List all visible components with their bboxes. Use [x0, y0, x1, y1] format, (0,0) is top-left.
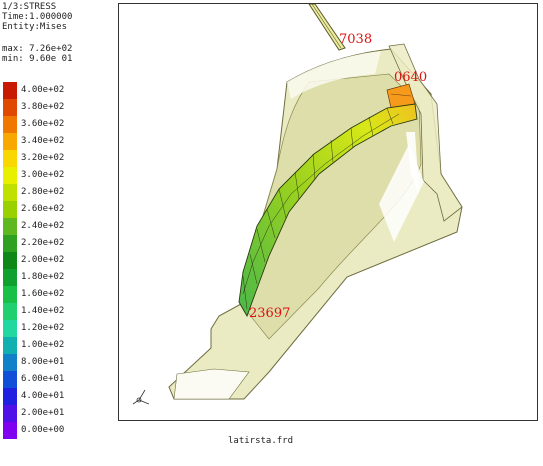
stress-band-mesh [242, 107, 400, 310]
legend-swatch [3, 337, 17, 354]
legend-label: 2.60e+02 [21, 204, 65, 214]
fem-model[interactable] [119, 4, 537, 420]
legend-swatch [3, 388, 17, 405]
file-caption: latirsta.frd [228, 436, 294, 446]
legend-swatch [3, 286, 17, 303]
legend-swatch [3, 422, 17, 439]
node-label-top: 7038 [339, 32, 373, 47]
legend-swatch [3, 133, 17, 150]
legend-label: 1.60e+02 [21, 289, 65, 299]
legend-label: 2.00e+02 [21, 255, 65, 265]
legend-swatch [3, 167, 17, 184]
info-min: min: 9.60e 01 [2, 54, 73, 64]
legend-label: 1.80e+02 [21, 272, 65, 282]
legend-swatch [3, 116, 17, 133]
info-entity: Entity:Mises [2, 22, 68, 32]
shell-highlight-right [406, 132, 419, 194]
legend-label: 3.40e+02 [21, 136, 65, 146]
legend-swatch [3, 82, 17, 99]
legend-label: 3.80e+02 [21, 102, 65, 112]
legend-swatch [3, 201, 17, 218]
legend-label: 2.40e+02 [21, 221, 65, 231]
legend-label: 4.00e+02 [21, 85, 65, 95]
legend-label: 2.20e+02 [21, 238, 65, 248]
legend-swatch [3, 184, 17, 201]
legend-swatch [3, 252, 17, 269]
legend-swatch [3, 303, 17, 320]
legend-label: 2.80e+02 [21, 187, 65, 197]
node-label-right: 0640 [394, 70, 428, 85]
node-label-bottom: 23697 [249, 306, 291, 321]
legend-label: 1.40e+02 [21, 306, 65, 316]
legend-swatch [3, 371, 17, 388]
shell-highlight-top [287, 51, 381, 99]
right-flange [388, 43, 463, 222]
axis-triad [132, 389, 150, 405]
legend-swatch [3, 269, 17, 286]
legend-swatch [3, 405, 17, 422]
legend-label: 4.00e+01 [21, 391, 65, 401]
legend-swatch [3, 354, 17, 371]
legend-label: 8.00e+01 [21, 357, 65, 367]
legend-swatch [3, 320, 17, 337]
legend-label: 1.20e+02 [21, 323, 65, 333]
info-max: max: 7.26e+02 [2, 44, 73, 54]
legend-label: 6.00e+01 [21, 374, 65, 384]
legend-label: 0.00e+00 [21, 425, 65, 435]
stress-band [238, 103, 418, 318]
legend-swatch [3, 150, 17, 167]
legend-label: 1.00e+02 [21, 340, 65, 350]
legend-swatch [3, 235, 17, 252]
legend-label: 3.00e+02 [21, 170, 65, 180]
shell-foot [173, 368, 250, 400]
info-time: Time:1.000000 [2, 12, 73, 22]
result-info: 1/3:STRESS Time:1.000000 Entity:Mises ma… [2, 2, 72, 64]
legend-swatch [3, 99, 17, 116]
legend-label: 3.60e+02 [21, 119, 65, 129]
hotspot-mesh-line [390, 93, 412, 97]
legend-label: 3.20e+02 [21, 153, 65, 163]
legend-label: 2.00e+01 [21, 408, 65, 418]
info-result-step: 1/3:STRESS [2, 2, 57, 12]
model-viewport[interactable]: 7038 0640 23697 [118, 3, 538, 421]
top-spike-edge [311, 4, 342, 49]
legend-swatch [3, 218, 17, 235]
